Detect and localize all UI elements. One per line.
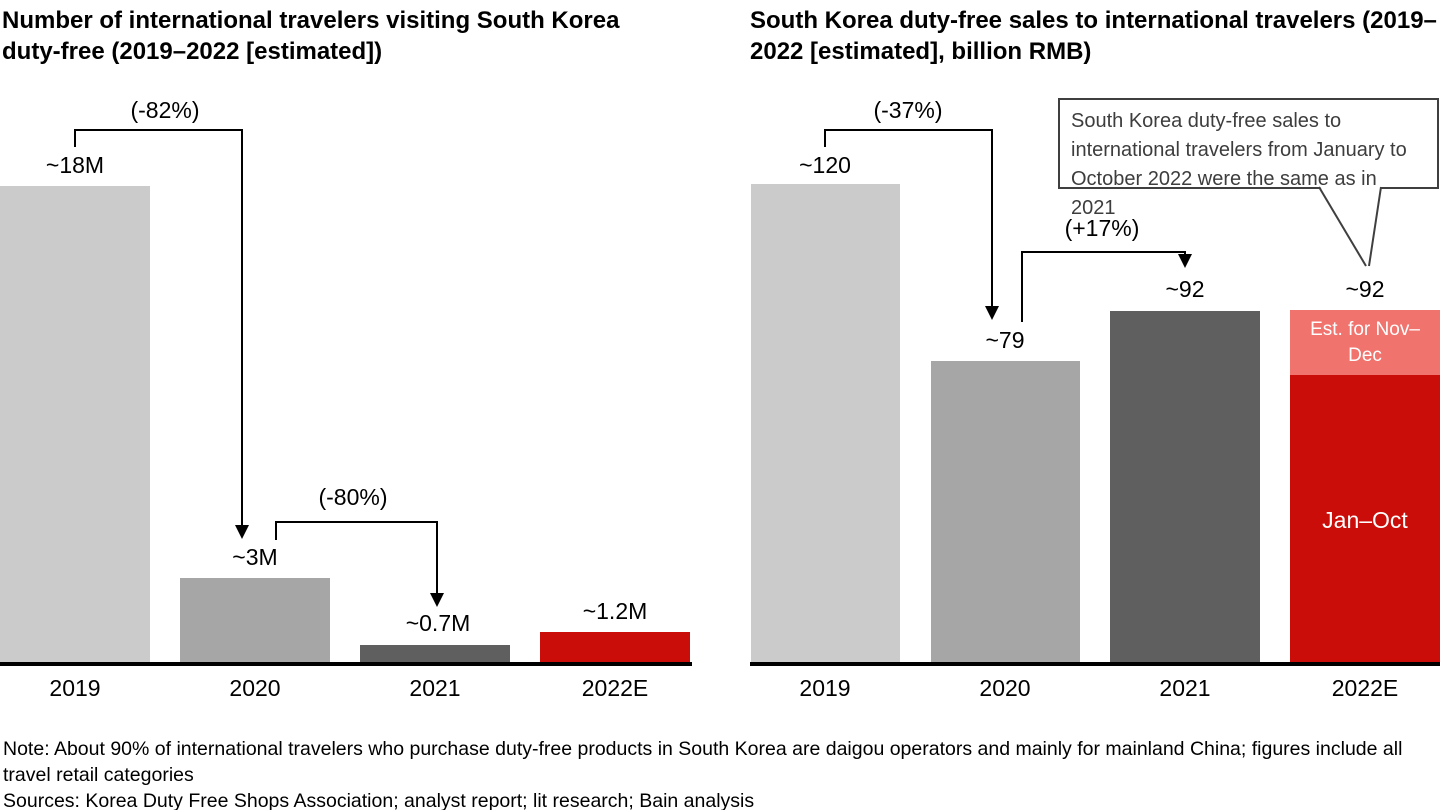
right-chart: Est. for Nov–Dec Jan–Oct ~120 ~79 ~92 ~9… — [750, 0, 1440, 810]
right-x-axis — [750, 662, 1440, 666]
left-bar-2019 — [0, 186, 150, 662]
left-pct-82: (-82%) — [130, 97, 200, 123]
left-chart: ~18M ~3M ~0.7M ~1.2M (-82%) (-80%) 2019 … — [0, 0, 692, 810]
right-value-2022e: ~92 — [1345, 276, 1385, 302]
right-bar-2021 — [1110, 311, 1260, 662]
segment-label-jan-oct: Jan–Oct — [1322, 507, 1408, 533]
left-chart-title: Number of international travelers visiti… — [2, 7, 620, 65]
right-pct-37: (-37%) — [873, 97, 943, 123]
right-bar-2019 — [751, 184, 900, 662]
sources-text: Sources: Korea Duty Free Shops Associati… — [3, 790, 755, 810]
left-value-2020: ~3M — [232, 544, 278, 570]
right-xlabel-2022e: 2022E — [1331, 675, 1399, 701]
right-bar-2020 — [931, 361, 1080, 662]
right-value-2019: ~120 — [799, 152, 851, 178]
callout-text: South Korea duty-free sales to internati… — [1071, 110, 1407, 219]
right-pct-17: (+17%) — [1064, 215, 1140, 241]
note-text: Note: About 90% of international travele… — [3, 738, 1403, 786]
right-bar-2022e-segment-est: Est. for Nov–Dec — [1290, 310, 1440, 375]
right-xlabel-2019: 2019 — [799, 675, 851, 701]
left-xlabel-2019: 2019 — [49, 675, 101, 701]
left-bar-2021 — [360, 645, 510, 662]
right-value-2020: ~79 — [985, 327, 1025, 353]
left-value-2019: ~18M — [45, 152, 105, 178]
right-bar-2022e-segment-janoct: Jan–Oct — [1290, 375, 1440, 662]
segment-label-est-nov-dec: Est. for Nov–Dec — [1310, 319, 1420, 366]
left-pct-80: (-80%) — [318, 484, 388, 510]
right-bar-2022e: Est. for Nov–Dec Jan–Oct — [1290, 310, 1440, 662]
left-bar-2022e — [540, 632, 690, 662]
left-xlabel-2021: 2021 — [409, 675, 461, 701]
right-xlabel-2021: 2021 — [1159, 675, 1211, 701]
footnotes: Note: About 90% of international travele… — [3, 736, 1439, 810]
left-xlabel-2020: 2020 — [229, 675, 281, 701]
callout-box: South Korea duty-free sales to internati… — [1058, 98, 1439, 219]
right-xlabel-2020: 2020 — [979, 675, 1031, 701]
right-chart-title: South Korea duty-free sales to internati… — [750, 7, 1437, 65]
right-value-2021: ~92 — [1165, 276, 1205, 302]
left-x-axis — [0, 662, 692, 666]
left-xlabel-2022e: 2022E — [581, 675, 649, 701]
left-value-2022e: ~1.2M — [582, 598, 648, 624]
left-value-2021: ~0.7M — [405, 610, 471, 636]
left-bar-2020 — [180, 578, 330, 662]
